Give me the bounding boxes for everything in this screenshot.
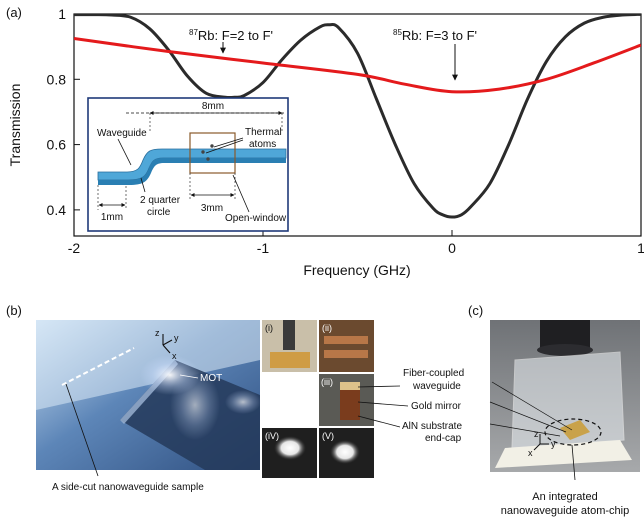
callout-aln-1: AlN substrate: [402, 421, 462, 432]
panel-label-c: (c): [468, 303, 483, 318]
inset-open-window-box: [189, 132, 236, 174]
label-v: (V): [322, 431, 334, 441]
inset-quarter-circle-label-1: 2 quarter: [140, 195, 181, 206]
annotation-87rb: 87Rb: F=2 to F': [189, 28, 273, 54]
inset-waveguide-label: Waveguide: [97, 128, 147, 139]
x-tick-label: -2: [68, 240, 81, 256]
panel-label-a: (a): [6, 5, 22, 20]
inset-quarter-circle-label-2: circle: [147, 207, 171, 218]
callout-gold: Gold mirror: [411, 401, 462, 412]
callout-fiber-2: waveguide: [412, 381, 461, 392]
x-tick-label: 0: [448, 240, 456, 256]
axis-x-b: x: [172, 351, 177, 361]
y-tick-label: 0.6: [47, 137, 67, 153]
svg-text:85Rb: F=3 to F': 85Rb: F=3 to F': [393, 28, 477, 43]
atom-chip-photo: z y x: [489, 320, 640, 481]
inset-dim-8mm-label: 8mm: [202, 101, 224, 112]
svg-text:87Rb: F=2 to F': 87Rb: F=2 to F': [189, 28, 273, 43]
x-tick-label: 1: [637, 240, 644, 256]
inset-waveguide-side: [98, 158, 286, 185]
annotation-85rb-superscript: 85: [393, 28, 402, 37]
side-cut-dashed-line: [61, 347, 135, 386]
y-tick-label: 0.4: [47, 202, 67, 218]
transmission-chart: -2 -1 0 1 1 0.8 0.6 0.4 Frequency (GHz) Transmi…: [7, 6, 644, 278]
axis-x-c: x: [528, 448, 533, 458]
axes-glyph-c: [533, 434, 549, 451]
inset-frame: [87, 97, 289, 232]
annotation-87rb-superscript: 87: [189, 28, 198, 37]
axis-y-c: y: [551, 439, 556, 449]
series-line-black: [74, 14, 641, 219]
caption-c-1: An integrated: [532, 491, 597, 503]
y-tick-label: 1: [58, 6, 66, 22]
annotation-87rb-text: Rb: F=2 to F': [198, 28, 273, 43]
label-iv: (iV): [265, 431, 279, 441]
caption-c-2: nanowaveguide atom-chip: [501, 505, 629, 517]
inset-schematic: 8mm Waveguide Thermal atoms 2 quarter ci…: [87, 97, 289, 232]
panel-label-b: (b): [6, 303, 22, 318]
photo-ii: [319, 320, 374, 372]
y-axis-label: Transmission: [7, 84, 23, 167]
callout-fiber-1: Fiber-coupled: [403, 368, 464, 379]
axis-z-b: z: [155, 328, 160, 338]
plot-frame: [73, 13, 642, 237]
inset-thermal-label-1: Thermal: [245, 127, 282, 138]
mot-label: MOT: [200, 373, 222, 384]
callout-aln-2: end-cap: [425, 433, 462, 444]
axis-z-c: z: [534, 429, 539, 439]
chip-highlight-ellipse: [544, 418, 602, 446]
inset-dim-1mm-label: 1mm: [101, 212, 123, 223]
label-i: (i): [265, 323, 273, 333]
inset-open-window-label: Open-window: [225, 213, 287, 224]
x-tick-label: -1: [257, 240, 270, 256]
axes-glyph-b: [162, 334, 173, 354]
inset-waveguide-pointer: [117, 138, 132, 166]
sub-photos: (i) (ii) (iii) (iV) (V): [262, 320, 374, 478]
caption-b: A side-cut nanowaveguide sample: [52, 482, 204, 493]
inset-dim-3mm-label: 3mm: [201, 203, 223, 214]
y-tick-label: 0.8: [47, 71, 67, 87]
mot-photo: MOT z y x: [36, 320, 261, 477]
annotation-85rb: 85Rb: F=3 to F': [393, 28, 477, 81]
annotation-85rb-text: Rb: F=3 to F': [402, 28, 477, 43]
x-axis-label: Frequency (GHz): [303, 262, 410, 278]
label-ii: (ii): [322, 323, 332, 333]
label-iii: (iii): [321, 377, 333, 387]
axis-y-b: y: [174, 333, 179, 343]
callouts-b: Fiber-coupled waveguide Gold mirror AlN …: [357, 368, 464, 444]
inset-thermal-label-2: atoms: [249, 139, 276, 150]
caption-pointer-b: [65, 383, 99, 477]
series-line-red: [74, 37, 641, 94]
